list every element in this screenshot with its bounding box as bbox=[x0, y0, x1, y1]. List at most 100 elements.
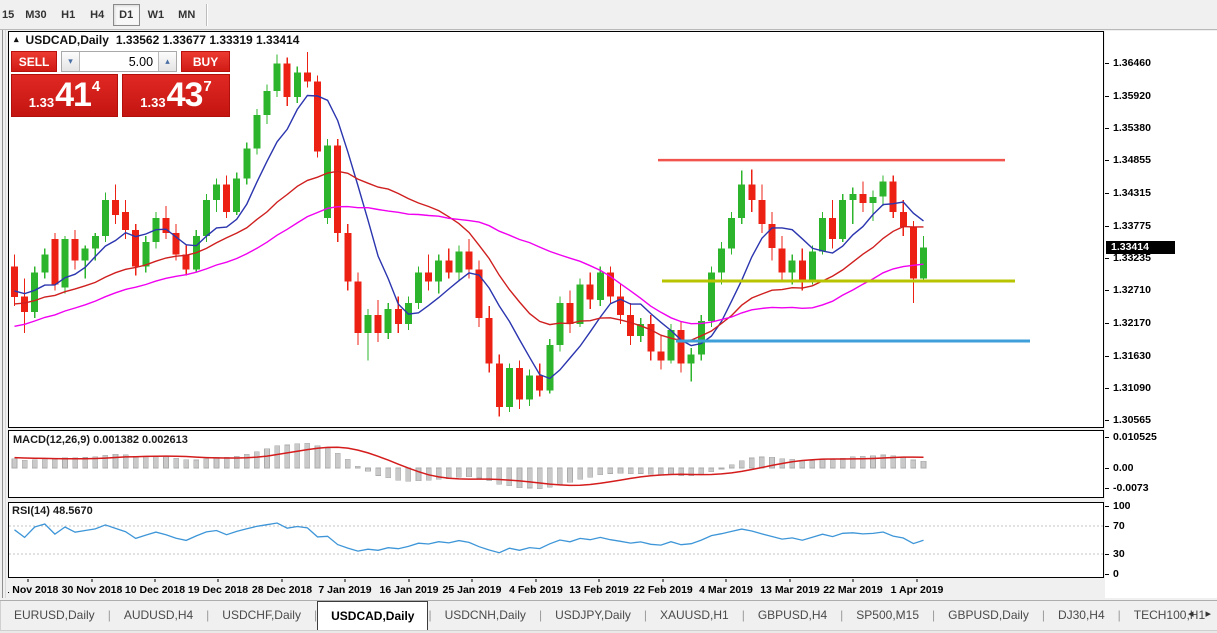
tab-separator: | bbox=[107, 608, 111, 622]
scale-tick bbox=[1105, 554, 1109, 555]
tab-separator: | bbox=[313, 608, 318, 622]
rsi-scale-label: 0 bbox=[1113, 568, 1119, 580]
chart-title: ▴ USDCAD,Daily 1.33562 1.33677 1.33319 1… bbox=[14, 33, 299, 47]
tab-xauusd-h1[interactable]: XAUUSD,H1 bbox=[660, 608, 729, 622]
svg-text:19 Dec 2018: 19 Dec 2018 bbox=[188, 584, 248, 596]
tab-eurusd-daily[interactable]: EURUSD,Daily bbox=[14, 608, 95, 622]
sell-price-pip: 4 bbox=[91, 78, 101, 95]
buy-price-box[interactable]: 1.33 43 7 bbox=[122, 74, 230, 117]
scale-tick bbox=[1105, 225, 1109, 227]
window-left-edge bbox=[2, 30, 3, 598]
macd-scale-label: -0.0073 bbox=[1113, 482, 1149, 494]
scale-tick bbox=[1105, 488, 1109, 489]
rsi-panel-canvas[interactable] bbox=[8, 502, 1105, 578]
tab-separator: | bbox=[741, 608, 745, 622]
tab-sp500-m15[interactable]: SP500,M15 bbox=[856, 608, 920, 622]
chart-ohlc-values: 1.33562 1.33677 1.33319 1.33414 bbox=[115, 33, 300, 47]
volume-decrease-button[interactable]: ▾ bbox=[62, 52, 81, 71]
rsi-indicator-label: RSI(14) 48.5670 bbox=[12, 505, 93, 517]
scale-tick bbox=[1105, 355, 1109, 357]
svg-text:1 Apr 2019: 1 Apr 2019 bbox=[891, 584, 944, 596]
tab-separator: | bbox=[206, 608, 210, 622]
tab-usdchf-daily[interactable]: USDCHF,Daily bbox=[222, 608, 301, 622]
tab-scroll-left-icon[interactable]: ◂ bbox=[1187, 608, 1194, 620]
macd-indicator-label: MACD(12,26,9) 0.001382 0.002613 bbox=[13, 434, 188, 446]
scale-tick bbox=[1105, 526, 1109, 527]
price-tick-label: 1.34315 bbox=[1113, 186, 1151, 199]
price-tick-label: 1.32710 bbox=[1113, 284, 1151, 297]
price-tick-label: 1.32170 bbox=[1113, 316, 1151, 329]
chart-tab-bar: EURUSD,Daily | AUDUSD,H4 | USDCHF,Daily | USDC… bbox=[0, 600, 1217, 632]
price-tick-label: 1.33235 bbox=[1113, 252, 1151, 265]
sell-button[interactable]: SELL bbox=[11, 51, 58, 72]
sell-price-box[interactable]: 1.33 41 4 bbox=[11, 74, 119, 117]
timeframe-button-m30[interactable]: M30 bbox=[19, 4, 52, 26]
chevron-up-icon: ▴ bbox=[165, 56, 170, 66]
price-tick-label: 1.30565 bbox=[1113, 414, 1151, 427]
scale-tick bbox=[1105, 258, 1109, 260]
window-left-edge-highlight bbox=[5, 30, 6, 598]
tab-usdcnh-daily[interactable]: USDCNH,Daily bbox=[444, 608, 526, 622]
tab-gbpusd-h4[interactable]: GBPUSD,H4 bbox=[757, 608, 828, 622]
timeframe-button-h1[interactable]: H1 bbox=[55, 4, 82, 26]
svg-text:16 Jan 2019: 16 Jan 2019 bbox=[380, 584, 439, 596]
scale-tick bbox=[1105, 388, 1109, 390]
tab-audusd-h4[interactable]: AUDUSD,H4 bbox=[123, 608, 194, 622]
tab-scroll-right-icon[interactable]: ▸ bbox=[1205, 608, 1211, 620]
svg-text:25 Jan 2019: 25 Jan 2019 bbox=[443, 584, 502, 596]
toolbar-separator bbox=[206, 3, 209, 26]
svg-text:21 Nov 2018: 21 Nov 2018 bbox=[8, 584, 59, 596]
current-price-tag: 1.33414 bbox=[1106, 240, 1175, 254]
price-tick-label: 1.31630 bbox=[1113, 349, 1151, 362]
tab-separator: | bbox=[1117, 608, 1121, 622]
tab-separator: | bbox=[840, 608, 844, 622]
tab-gbpusd-daily[interactable]: GBPUSD,Daily bbox=[948, 608, 1029, 622]
tab-separator: | bbox=[932, 608, 936, 622]
volume-increase-button[interactable]: ▴ bbox=[158, 52, 177, 71]
buy-button[interactable]: BUY bbox=[181, 51, 230, 72]
collapse-triangle-icon[interactable]: ▴ bbox=[14, 33, 19, 44]
price-tick-label: 1.31090 bbox=[1113, 382, 1151, 395]
volume-spinner: ▾ ▴ bbox=[61, 51, 178, 72]
price-tick-label: 1.34855 bbox=[1113, 154, 1151, 167]
scale-tick bbox=[1105, 62, 1109, 64]
tab-separator: | bbox=[643, 608, 647, 622]
price-tick-label: 1.33775 bbox=[1113, 219, 1151, 232]
timeframe-toolbar: 15 M30 H1 H4 D1 W1 MN bbox=[0, 0, 1217, 30]
tab-usdcad-daily[interactable]: USDCAD,Daily bbox=[317, 601, 429, 632]
scale-tick bbox=[1105, 128, 1109, 130]
macd-panel-canvas[interactable] bbox=[8, 430, 1105, 498]
timeframe-button-mn[interactable]: MN bbox=[172, 4, 201, 26]
svg-text:4 Feb 2019: 4 Feb 2019 bbox=[509, 584, 563, 596]
scale-tick bbox=[1105, 322, 1109, 324]
tab-usdjpy-daily[interactable]: USDJPY,Daily bbox=[555, 608, 631, 622]
timeframe-button-d1[interactable]: D1 bbox=[112, 3, 140, 26]
svg-text:30 Nov 2018: 30 Nov 2018 bbox=[62, 584, 123, 596]
tab-separator: | bbox=[428, 608, 432, 622]
tab-separator: | bbox=[1041, 608, 1045, 622]
buy-price-prefix: 1.33 bbox=[140, 95, 166, 110]
tab-dj30-h4[interactable]: DJ30,H4 bbox=[1057, 608, 1105, 622]
price-tick-label: 1.35380 bbox=[1113, 122, 1151, 135]
scale-tick bbox=[1105, 160, 1109, 162]
tab-tech100-h1[interactable]: TECH100,H1 bbox=[1133, 608, 1206, 622]
bottom-strip bbox=[0, 630, 1217, 633]
one-click-trading-panel: SELL ▾ ▴ BUY 1.33 41 4 1.33 43 7 bbox=[11, 51, 230, 117]
svg-text:13 Feb 2019: 13 Feb 2019 bbox=[569, 584, 629, 596]
svg-text:7 Jan 2019: 7 Jan 2019 bbox=[318, 584, 371, 596]
tabbar-notch bbox=[0, 601, 1, 632]
buy-price-pip: 7 bbox=[203, 78, 212, 95]
scale-tick bbox=[1105, 437, 1109, 438]
price-scale[interactable]: 1.36460 1.35920 1.35380 1.34855 1.34315 1.337… bbox=[1105, 31, 1217, 598]
volume-input[interactable] bbox=[80, 52, 159, 71]
scale-tick bbox=[1105, 506, 1109, 507]
macd-scale-label: 0.010525 bbox=[1113, 431, 1157, 443]
svg-text:28 Dec 2018: 28 Dec 2018 bbox=[252, 584, 312, 596]
timeframe-button-w1[interactable]: W1 bbox=[142, 4, 171, 26]
macd-scale-label: 0.00 bbox=[1113, 462, 1134, 474]
timeframe-button-h4[interactable]: H4 bbox=[84, 4, 111, 26]
chevron-down-icon: ▾ bbox=[68, 56, 73, 66]
timeframe-button-15[interactable]: 15 bbox=[1, 4, 17, 26]
